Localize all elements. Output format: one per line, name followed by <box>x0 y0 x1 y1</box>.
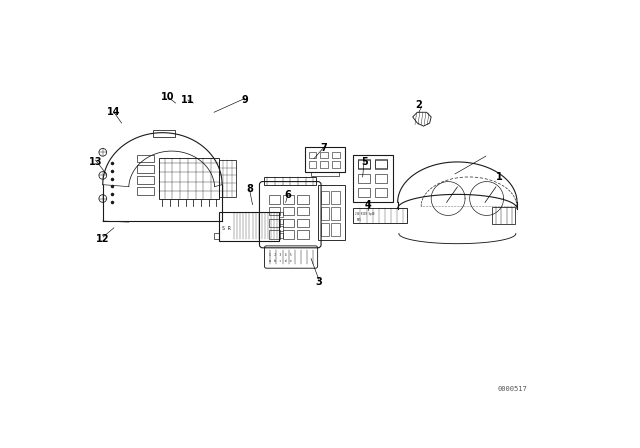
Text: 2: 2 <box>415 99 422 110</box>
Text: 6: 6 <box>285 190 291 200</box>
Bar <box>358 160 371 169</box>
Text: 8: 8 <box>246 184 253 194</box>
Bar <box>137 187 154 195</box>
Text: 9: 9 <box>241 95 248 105</box>
Bar <box>298 207 308 215</box>
Bar <box>492 207 515 224</box>
Text: 0000517: 0000517 <box>498 386 527 392</box>
Bar <box>320 151 328 159</box>
Bar <box>375 174 387 183</box>
Bar <box>283 230 294 238</box>
Bar <box>353 208 406 223</box>
Text: 13: 13 <box>89 156 102 167</box>
Bar <box>321 207 329 220</box>
Bar <box>283 207 294 215</box>
Bar <box>358 174 371 183</box>
Bar <box>332 223 340 236</box>
Text: 7: 7 <box>321 143 328 154</box>
Bar <box>308 161 316 168</box>
Bar <box>320 161 328 168</box>
Bar <box>318 185 345 240</box>
Bar <box>219 211 279 241</box>
Bar <box>283 195 294 204</box>
Bar <box>332 151 340 159</box>
Bar <box>298 219 308 227</box>
Text: 14: 14 <box>107 107 121 117</box>
Text: 855: 855 <box>357 218 362 222</box>
Text: JSE K200 Sp40: JSE K200 Sp40 <box>355 212 374 216</box>
Bar <box>332 191 340 204</box>
Bar <box>311 172 339 176</box>
Text: S R: S R <box>221 226 230 231</box>
Bar <box>269 195 280 204</box>
Bar <box>214 233 219 239</box>
Bar <box>153 129 175 137</box>
Bar <box>298 195 308 204</box>
Bar <box>298 230 308 238</box>
Bar <box>219 160 236 197</box>
Bar <box>159 159 219 198</box>
Text: 1  2  3  4  5: 1 2 3 4 5 <box>269 253 291 257</box>
Bar <box>321 223 329 236</box>
Bar <box>279 226 283 231</box>
Bar <box>137 155 154 162</box>
Text: a  b  c  d  e: a b c d e <box>269 258 291 263</box>
Bar <box>279 233 283 238</box>
Bar <box>353 155 393 202</box>
Text: 12: 12 <box>97 233 110 244</box>
Bar <box>305 147 345 172</box>
Text: 3: 3 <box>316 277 322 287</box>
Text: 11: 11 <box>181 95 195 105</box>
Bar <box>358 159 371 168</box>
Bar <box>283 219 294 227</box>
Text: 1: 1 <box>495 172 502 182</box>
Bar <box>269 230 280 238</box>
Bar <box>308 151 316 159</box>
Bar <box>264 177 316 185</box>
Text: 10: 10 <box>161 92 175 102</box>
Bar <box>279 212 283 217</box>
Text: 5: 5 <box>361 156 367 167</box>
Bar <box>137 176 154 184</box>
Bar <box>269 207 280 215</box>
Bar <box>375 160 387 169</box>
Bar <box>332 207 340 220</box>
Bar <box>332 161 340 168</box>
Bar <box>269 219 280 227</box>
Text: 4: 4 <box>365 200 371 210</box>
Bar <box>375 188 387 197</box>
Bar <box>375 159 387 168</box>
Bar <box>279 220 283 224</box>
Bar <box>358 188 371 197</box>
Bar <box>321 191 329 204</box>
Bar <box>137 165 154 173</box>
